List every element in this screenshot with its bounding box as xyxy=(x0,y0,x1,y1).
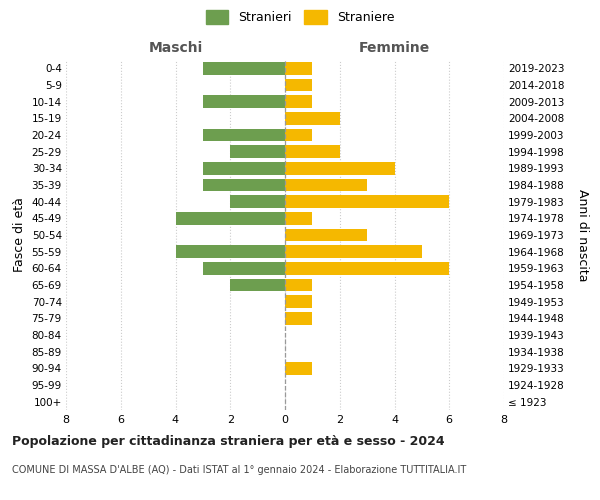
Bar xyxy=(285,296,313,308)
Bar xyxy=(203,96,285,108)
Bar xyxy=(285,146,340,158)
Bar xyxy=(285,62,313,74)
Bar xyxy=(285,279,313,291)
Bar xyxy=(285,246,422,258)
Y-axis label: Anni di nascita: Anni di nascita xyxy=(576,188,589,281)
Bar xyxy=(285,112,340,124)
Text: Femmine: Femmine xyxy=(359,41,430,55)
Bar xyxy=(176,246,285,258)
Bar xyxy=(176,212,285,224)
Bar xyxy=(203,162,285,174)
Bar xyxy=(285,362,313,374)
Bar xyxy=(203,262,285,274)
Y-axis label: Fasce di età: Fasce di età xyxy=(13,198,26,272)
Bar xyxy=(285,229,367,241)
Legend: Stranieri, Straniere: Stranieri, Straniere xyxy=(202,6,398,28)
Bar xyxy=(285,262,449,274)
Bar xyxy=(230,279,285,291)
Text: Maschi: Maschi xyxy=(148,41,203,55)
Bar xyxy=(285,129,313,141)
Bar xyxy=(285,179,367,192)
Bar xyxy=(285,212,313,224)
Bar xyxy=(203,129,285,141)
Bar xyxy=(285,162,395,174)
Bar xyxy=(203,179,285,192)
Bar xyxy=(285,96,313,108)
Text: COMUNE DI MASSA D'ALBE (AQ) - Dati ISTAT al 1° gennaio 2024 - Elaborazione TUTTI: COMUNE DI MASSA D'ALBE (AQ) - Dati ISTAT… xyxy=(12,465,466,475)
Bar xyxy=(285,312,313,324)
Text: Popolazione per cittadinanza straniera per età e sesso - 2024: Popolazione per cittadinanza straniera p… xyxy=(12,435,445,448)
Bar xyxy=(230,146,285,158)
Bar xyxy=(203,62,285,74)
Bar xyxy=(285,79,313,92)
Bar xyxy=(285,196,449,208)
Bar xyxy=(230,196,285,208)
